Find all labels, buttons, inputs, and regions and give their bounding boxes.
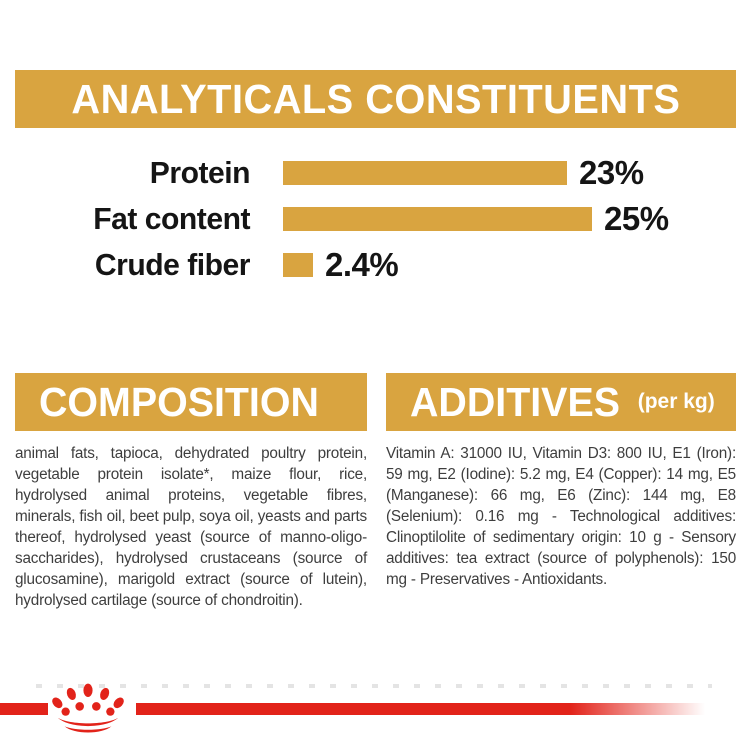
additives-body-text: Vitamin A: 31000 IU, Vitamin D3: 800 IU,… xyxy=(386,445,736,588)
chart-row-crude-fiber: Crude fiber 2.4% xyxy=(0,242,750,288)
chart-value: 23% xyxy=(579,154,644,191)
additives-section: ADDITIVES (per kg) Vitamin A: 31000 IU, … xyxy=(386,373,736,590)
analytical-constituents-chart: Protein 23% Fat content 25% Crude fiber … xyxy=(0,150,750,288)
chart-label: Fat content xyxy=(93,201,250,236)
chart-row-fat-content: Fat content 25% xyxy=(0,196,750,242)
chart-row-protein: Protein 23% xyxy=(0,150,750,196)
composition-title: COMPOSITION xyxy=(39,379,319,425)
additives-title-suffix: (per kg) xyxy=(637,390,715,413)
additives-title: ADDITIVES xyxy=(410,379,620,425)
chart-bar xyxy=(283,253,313,277)
chart-label: Crude fiber xyxy=(94,247,251,282)
analytical-constituents-banner: ANALYTICALS CONSTITUENTS xyxy=(15,70,736,128)
chart-value: 25% xyxy=(604,200,669,237)
composition-section: COMPOSITION animal fats, tapioca, dehydr… xyxy=(15,373,367,611)
chart-bar xyxy=(283,207,592,231)
composition-header-band: COMPOSITION xyxy=(15,373,367,431)
royal-canin-crown-paw-logo xyxy=(52,683,124,733)
analytical-constituents-title: ANALYTICALS CONSTITUENTS xyxy=(71,75,680,122)
chart-label: Protein xyxy=(149,155,251,190)
additives-header-band: ADDITIVES (per kg) xyxy=(386,373,736,431)
composition-body-text: animal fats, tapioca, dehydrated poultry… xyxy=(15,445,367,609)
footer-dash-pattern xyxy=(36,684,712,688)
chart-bar xyxy=(283,161,567,185)
footer-red-stripe xyxy=(0,703,750,715)
chart-value: 2.4% xyxy=(325,246,399,283)
